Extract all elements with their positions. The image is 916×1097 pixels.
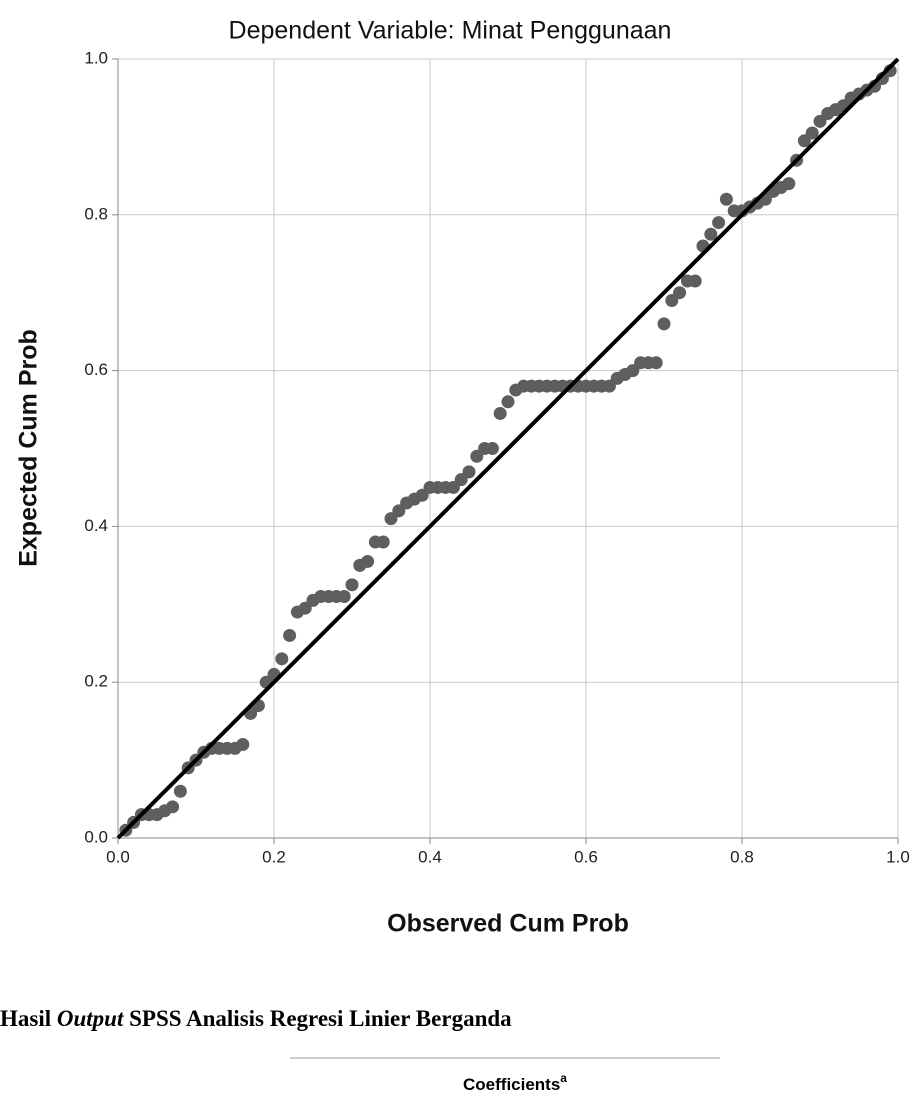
point [486, 442, 499, 455]
caption-part: Hasil [0, 1006, 51, 1031]
point [712, 216, 725, 229]
caption-part: SPSS Analisis Regresi Linier Berganda [129, 1006, 512, 1031]
x-tick-label: 0.8 [730, 847, 754, 866]
y-tick-label: 0.2 [84, 672, 108, 691]
x-tick-label: 0.2 [262, 847, 286, 866]
point [720, 193, 733, 206]
point [283, 629, 296, 642]
point [338, 590, 351, 603]
reference-line [118, 59, 898, 838]
plot: 0.0 0.2 0.4 0.6 0.8 1.0 0.0 0.2 0.4 0.6 0.8 1.0 [84, 48, 909, 866]
y-tick-label: 0.6 [84, 360, 108, 379]
x-tick-label: 0.6 [574, 847, 598, 866]
point [275, 652, 288, 665]
caption: Hasil Output SPSS Analisis Regresi Linie… [0, 1006, 512, 1031]
point [236, 738, 249, 751]
y-tick-label: 0.4 [84, 516, 108, 535]
point [782, 177, 795, 190]
point [174, 785, 187, 798]
point [361, 555, 374, 568]
chart-title: Dependent Variable: Minat Penggunaan [229, 17, 672, 45]
x-tick-label: 1.0 [886, 847, 910, 866]
x-axis-label: Observed Cum Prob [387, 910, 629, 938]
point [658, 317, 671, 330]
point [463, 465, 476, 478]
point [650, 356, 663, 369]
x-tick-label: 0.4 [418, 847, 442, 866]
page: Dependent Variable: Minat Penggunaan Exp… [0, 0, 916, 1097]
y-tick-label: 0.0 [84, 827, 108, 846]
y-tick-label: 1.0 [84, 48, 108, 67]
table-title-note: a [560, 1071, 567, 1085]
table-title-text: Coefficients [463, 1075, 560, 1094]
y-axis-label: Expected Cum Prob [15, 329, 43, 567]
caption-part: Output [57, 1006, 124, 1031]
x-tick-label: 0.0 [106, 847, 130, 866]
table-title: Coefficientsa [463, 1071, 567, 1094]
point [673, 286, 686, 299]
point [346, 578, 359, 591]
point [502, 395, 515, 408]
point [689, 275, 702, 288]
point [377, 535, 390, 548]
point [166, 800, 179, 813]
point [494, 407, 507, 420]
y-tick-label: 0.8 [84, 204, 108, 223]
